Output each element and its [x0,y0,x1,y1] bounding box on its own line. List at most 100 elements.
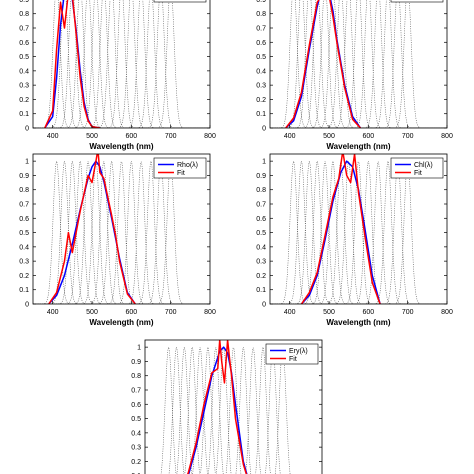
series-fit [44,0,101,128]
axes-box [269,0,448,129]
series-fit [300,154,381,304]
x-tick-label: 400 [47,309,59,316]
x-tick-label: 600 [362,309,374,316]
y-tick-label: 0.4 [19,244,29,251]
y-tick-label: 0.7 [256,202,266,209]
y-tick-label: 0.7 [131,388,141,395]
filter-channel-14 [33,0,210,128]
legend-label-measured: Rho(λ) [177,162,198,169]
x-tick-label: 500 [86,309,98,316]
filter-channel-14 [33,161,210,304]
plot-area [33,154,210,304]
x-tick-label: 700 [402,309,414,316]
filter-channel-1 [270,161,447,304]
filter-channel-7 [270,161,447,304]
y-tick-label: 0.5 [256,230,266,237]
plot-area [160,340,291,474]
y-tick-label: 1 [262,159,266,166]
y-tick-label: 0 [262,126,266,133]
legend-label-fit: Fit [177,0,185,1]
y-tick-label: 0.6 [256,40,266,47]
x-tick-label: 500 [323,133,335,140]
y-tick-label: 0.4 [256,68,266,75]
y-tick-label: 0.2 [256,97,266,104]
y-tick-label: 0.9 [19,173,29,180]
x-tick-label: 700 [165,133,177,140]
legend-box [153,0,207,3]
x-tick-label: 600 [362,133,374,140]
legend: Fit [153,0,207,3]
y-tick-label: 0.5 [19,230,29,237]
filter-channel-9 [225,347,242,474]
filter-channel-4 [184,347,200,474]
y-tick-label: 0.6 [131,402,141,409]
chart-panel-1: 00.10.20.30.40.50.60.70.80.9140050060070… [19,0,216,151]
y-tick-label: 0.3 [131,445,141,452]
legend-label-measured: Ery(λ) [289,348,308,355]
y-tick-label: 0.8 [256,11,266,18]
y-tick-label: 0.1 [256,111,266,118]
filter-channel-10 [235,347,252,474]
y-tick-label: 0.2 [256,273,266,280]
chart-panel-3: 0 0.1 0.2 0.3 0.4 0.5 0.6 0.7 0.8 0.9 1 400 500 600 70… [19,153,216,327]
axes-box [32,153,211,305]
y-tick-label: 0.3 [19,259,29,266]
y-tick-label: 0.7 [19,26,29,33]
y-tick-label: 0.5 [131,416,141,423]
filter-channel-6 [200,347,216,474]
filter-channel-1 [160,347,177,474]
filter-channel-2 [270,161,447,304]
y-tick-label: 0 [25,126,29,133]
y-tick-label: 0.1 [19,111,29,118]
filter-channel-11 [270,161,447,304]
y-tick-label: 1 [137,345,141,352]
y-tick-label: 0.9 [19,0,29,4]
filter-channel-13 [270,161,447,304]
chart-panel-2: 00.10.20.30.40.50.60.70.80.9140050060070… [256,0,453,151]
y-tick-label: 0.6 [19,40,29,47]
filter-channel-14 [270,0,447,128]
y-tick-label: 0.8 [19,187,29,194]
y-tick-label: 0.7 [19,202,29,209]
filter-channel-8 [215,347,232,474]
filter-channel-6 [270,161,447,304]
x-tick-label: 400 [284,309,296,316]
x-tick-label: 400 [284,133,296,140]
filter-channel-5 [270,161,447,304]
filter-channel-12 [255,347,271,474]
legend-label-fit: Fit [177,170,185,177]
y-tick-label: 0.4 [19,68,29,75]
y-tick-label: 0.8 [131,373,141,380]
y-tick-label: 0.2 [131,459,141,466]
axes-box [32,0,211,129]
plot-area [270,0,447,128]
filter-channel-13 [265,347,281,474]
filter-channel-4 [270,161,447,304]
y-tick-label: 0.7 [256,26,266,33]
plot-area [270,154,447,304]
x-tick-label: 800 [441,133,453,140]
y-tick-label: 0.3 [256,83,266,90]
series-fit [186,340,248,474]
y-tick-label: 0.9 [131,359,141,366]
x-tick-label: 500 [86,133,98,140]
series-measured [300,160,381,304]
y-tick-label: 0.8 [256,187,266,194]
plot-area [33,0,210,128]
legend-label-fit: Fit [289,356,297,363]
filter-channel-11 [245,347,261,474]
chart-panel-4: 0 0.1 0.2 0.3 0.4 0.5 0.6 0.7 0.8 0.9 1 400 500 600 70… [256,153,453,327]
filter-channel-14 [270,161,447,304]
y-tick-label: 0.1 [256,287,266,294]
y-tick-label: 1 [25,159,29,166]
filter-channel-14 [274,347,291,474]
legend-box [390,0,444,3]
x-tick-label: 600 [125,309,137,316]
filter-channel-10 [33,0,210,128]
filter-channel-12 [270,161,447,304]
filter-channel-9 [270,161,447,304]
filter-channel-7 [208,347,224,474]
y-tick-label: 0.2 [19,273,29,280]
x-tick-label: 700 [165,309,177,316]
